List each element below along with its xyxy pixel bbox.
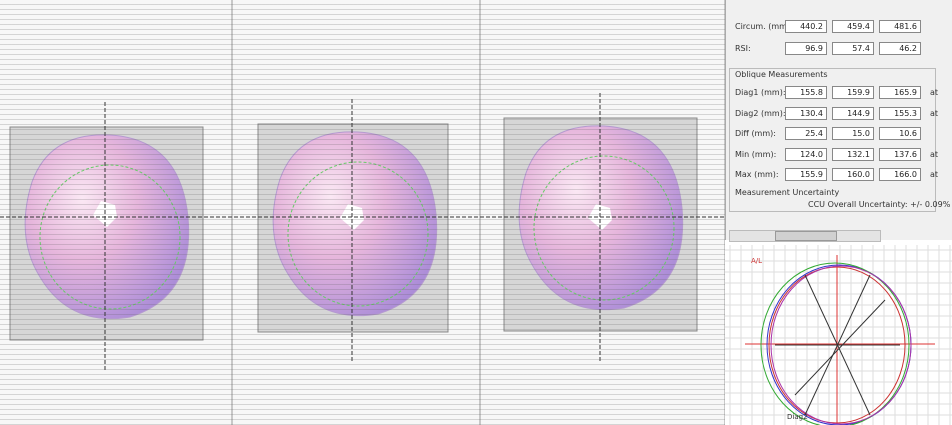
value-box: 440.2	[785, 20, 827, 33]
row-label: Circum. (mm):	[735, 22, 793, 31]
value-box: 132.1	[832, 147, 874, 161]
value-box: 160.0	[832, 168, 874, 181]
group-box	[729, 68, 936, 212]
value-box: 459.4	[832, 20, 874, 33]
value-box: 130.4	[785, 106, 827, 120]
at-label: at	[930, 88, 939, 97]
value-box: 57.4	[832, 42, 874, 55]
row-label: Diff (mm):	[735, 129, 776, 138]
value-box: 25.4	[785, 127, 827, 140]
value-box: 481.6	[879, 20, 921, 33]
group-title: Oblique Measurements	[735, 70, 828, 79]
group-title: Measurement Uncertainty	[735, 188, 840, 197]
value-box: 165.9	[879, 86, 921, 99]
at-label: at	[930, 170, 939, 179]
value-box: 137.6	[879, 147, 921, 161]
plot-label: Diag2	[787, 413, 808, 421]
value-box: 155.9	[785, 168, 827, 181]
row-label: Diag2 (mm):	[735, 108, 786, 118]
row-label: Min (mm):	[735, 149, 777, 159]
green-contour	[533, 155, 675, 301]
value-box: 46.2	[879, 42, 921, 55]
value-box: 10.6	[879, 127, 921, 140]
at-label: at	[930, 108, 939, 118]
value-box: 15.0	[832, 127, 874, 140]
contour	[770, 265, 912, 425]
row-label: Diag1 (mm):	[735, 88, 786, 97]
value-box: 155.8	[785, 86, 827, 99]
uncertainty-text: CCU Overall Uncertainty: +/- 0.09%	[808, 200, 951, 209]
scroll-thumb[interactable]	[775, 231, 837, 241]
contour	[768, 266, 906, 424]
value-box: 96.9	[785, 42, 827, 55]
value-box: 144.9	[832, 106, 874, 120]
green-contour	[287, 161, 429, 307]
value-box: 166.0	[879, 168, 921, 181]
green-contour	[39, 164, 181, 310]
row-label: Max (mm):	[735, 170, 779, 179]
value-box: 155.3	[879, 106, 921, 120]
value-box: 124.0	[785, 147, 827, 161]
row-label: RSI:	[735, 44, 751, 53]
plot-label: A/L	[751, 257, 762, 265]
diagonal	[794, 299, 886, 396]
at-label: at	[930, 149, 939, 159]
measurement-panel	[725, 0, 952, 240]
viewports	[0, 0, 725, 425]
contour	[760, 262, 910, 425]
contour-plot: A/L Diag2	[725, 245, 952, 425]
value-box: 159.9	[832, 86, 874, 99]
